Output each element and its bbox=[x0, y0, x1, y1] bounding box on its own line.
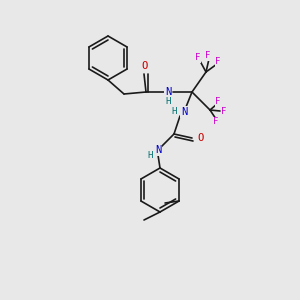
Text: F: F bbox=[213, 118, 219, 127]
Text: F: F bbox=[205, 52, 211, 61]
Text: F: F bbox=[195, 53, 201, 62]
Text: F: F bbox=[215, 58, 221, 67]
Text: N: N bbox=[155, 145, 161, 155]
Text: O: O bbox=[142, 61, 148, 71]
Text: N: N bbox=[165, 87, 171, 97]
Text: H: H bbox=[165, 98, 171, 106]
Text: H: H bbox=[171, 107, 177, 116]
Text: O: O bbox=[197, 133, 203, 143]
Text: N: N bbox=[181, 107, 187, 117]
Text: F: F bbox=[215, 98, 221, 106]
Text: H: H bbox=[147, 152, 153, 160]
Text: F: F bbox=[221, 107, 227, 116]
